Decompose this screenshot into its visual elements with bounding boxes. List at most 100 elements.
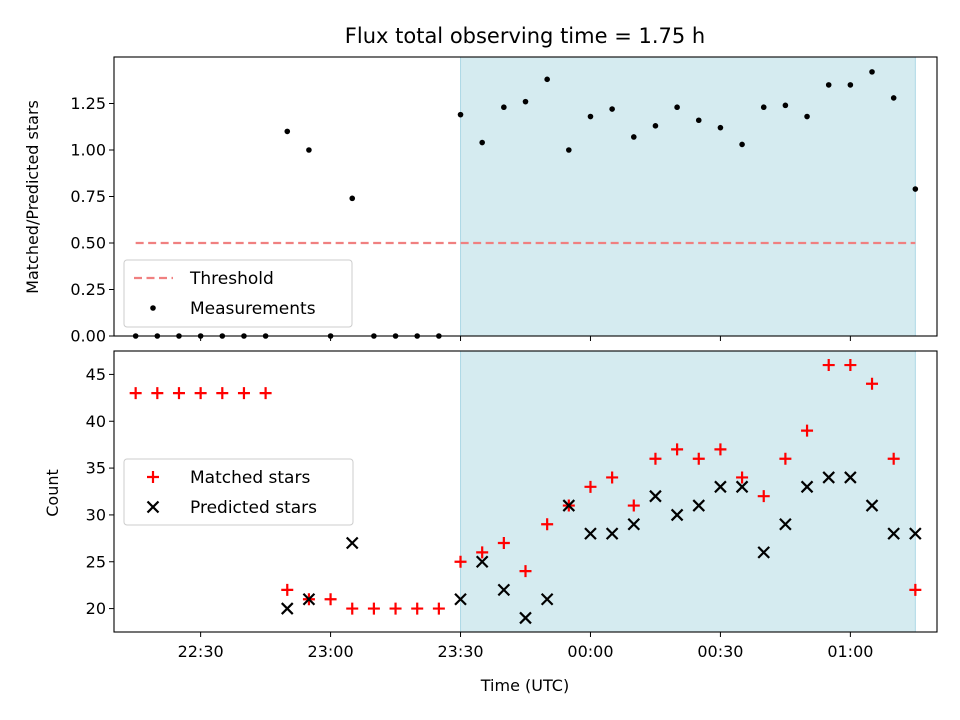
matched-stars-point [259, 387, 272, 400]
predicted-stars-point [909, 527, 922, 540]
measurement-point [630, 134, 637, 140]
x-tick-label: 23:00 [308, 642, 354, 661]
predicted-stars-point [822, 471, 835, 484]
legend-box [123, 458, 354, 526]
x-tick-label: 23:30 [437, 642, 483, 661]
x-tick-label: 00:00 [567, 642, 613, 661]
matched-stars-point [519, 565, 532, 578]
legend-label: Matched stars [190, 468, 310, 488]
predicted-stars-point [627, 518, 641, 531]
legend-matched-swatch [147, 471, 159, 483]
legend: Threshold Measurements [123, 259, 353, 328]
matched-stars-point [476, 546, 489, 559]
series-matched-stars [129, 359, 922, 615]
matched-stars-point [151, 387, 164, 400]
y-tick-label: 0.00 [70, 327, 106, 346]
predicted-stars-point [454, 592, 467, 606]
legend-box [123, 259, 353, 328]
matched-stars-point [736, 471, 749, 484]
predicted-stars-point [280, 602, 294, 615]
matched-stars-point [541, 518, 554, 531]
y-tick-label: 45 [86, 365, 106, 384]
y-axis-label-ratio: Matched/Predicted stars [23, 100, 42, 294]
measurement-point [847, 82, 854, 88]
measurement-point [457, 111, 464, 118]
predicted-stars-point [757, 546, 771, 559]
matched-stars-point [324, 593, 337, 606]
matched-stars-point [844, 359, 857, 372]
y-tick-label: 20 [86, 599, 106, 618]
predicted-stars-point [865, 499, 879, 512]
measurement-point [695, 117, 702, 124]
y-tick-label: 1.00 [70, 141, 106, 160]
matched-stars-point [411, 602, 424, 615]
matched-stars-point [497, 537, 510, 550]
observing-window-shade [460, 351, 916, 632]
y-tick-label: 30 [86, 505, 106, 524]
predicted-stars-point [887, 527, 900, 540]
observing-window-shade [460, 57, 916, 336]
measurement-point [501, 104, 507, 111]
matched-stars-point [367, 602, 380, 615]
matched-stars-point [887, 452, 900, 465]
legend-measurements-swatch [150, 305, 156, 311]
axes-frame [113, 350, 938, 633]
measurement-point [522, 98, 529, 105]
matched-stars-point [714, 443, 727, 456]
matched-stars-point [194, 387, 207, 400]
y-tick-label: 1.25 [70, 94, 106, 113]
y-tick-label: 0.50 [70, 234, 106, 253]
measurement-point [544, 76, 550, 83]
matched-stars-point [627, 499, 640, 512]
measurement-point [609, 106, 615, 112]
predicted-stars-point [670, 508, 684, 522]
matched-stars-point [671, 443, 684, 456]
predicted-stars-point [800, 480, 814, 494]
matched-stars-point [584, 480, 597, 493]
ratio-panel: 0.00 0.25 0.50 0.75 1.00 1.25 Threshold Measure… [70, 56, 938, 346]
legend-label: Measurements [190, 299, 316, 319]
y-tick-label: 0.75 [70, 187, 106, 206]
measurement-point [284, 128, 291, 135]
matched-stars-point [757, 490, 770, 503]
predicted-stars-point [584, 527, 597, 540]
matched-stars-point [389, 602, 402, 615]
measurement-point [717, 124, 724, 131]
matched-stars-point [237, 387, 250, 400]
matched-stars-point [822, 359, 835, 372]
measurement-point [674, 104, 680, 111]
legend-label: Predicted stars [190, 498, 317, 518]
y-tick-label: 25 [86, 552, 106, 571]
matched-stars-point [432, 602, 445, 615]
matched-stars-point [866, 377, 879, 390]
x-tick-label: 22:30 [178, 642, 224, 661]
y-axis-label-count: Count [43, 469, 62, 517]
x-tick-label: 00:30 [697, 642, 743, 661]
measurement-point [652, 123, 659, 129]
measurement-point [804, 113, 810, 120]
measurement-point [349, 195, 356, 202]
matched-stars-point [129, 387, 142, 400]
measurement-point [912, 186, 919, 192]
count-panel: 20 25 30 35 40 45 22:30 23:00 23:30 00:00 00:30 01:… [86, 350, 938, 661]
legend-label: Threshold [189, 269, 274, 289]
matched-stars-point [779, 452, 792, 465]
predicted-stars-point [735, 480, 749, 494]
matched-stars-point [172, 387, 185, 400]
measurement-point [760, 104, 767, 111]
measurement-point [566, 147, 572, 153]
y-tick-label: 0.25 [70, 280, 106, 299]
matched-stars-point [454, 555, 467, 568]
predicted-stars-point [302, 592, 316, 606]
predicted-stars-point [605, 527, 619, 540]
predicted-stars-point [475, 555, 489, 569]
x-tick-label: 01:00 [827, 642, 873, 661]
measurement-point [890, 95, 897, 101]
legend: Matched stars Predicted stars [123, 458, 354, 526]
y-tick-label: 40 [86, 412, 106, 431]
legend-predicted-swatch [146, 500, 160, 514]
matched-stars-point [216, 387, 229, 400]
predicted-stars-point [714, 480, 727, 494]
matched-stars-point [606, 471, 619, 484]
